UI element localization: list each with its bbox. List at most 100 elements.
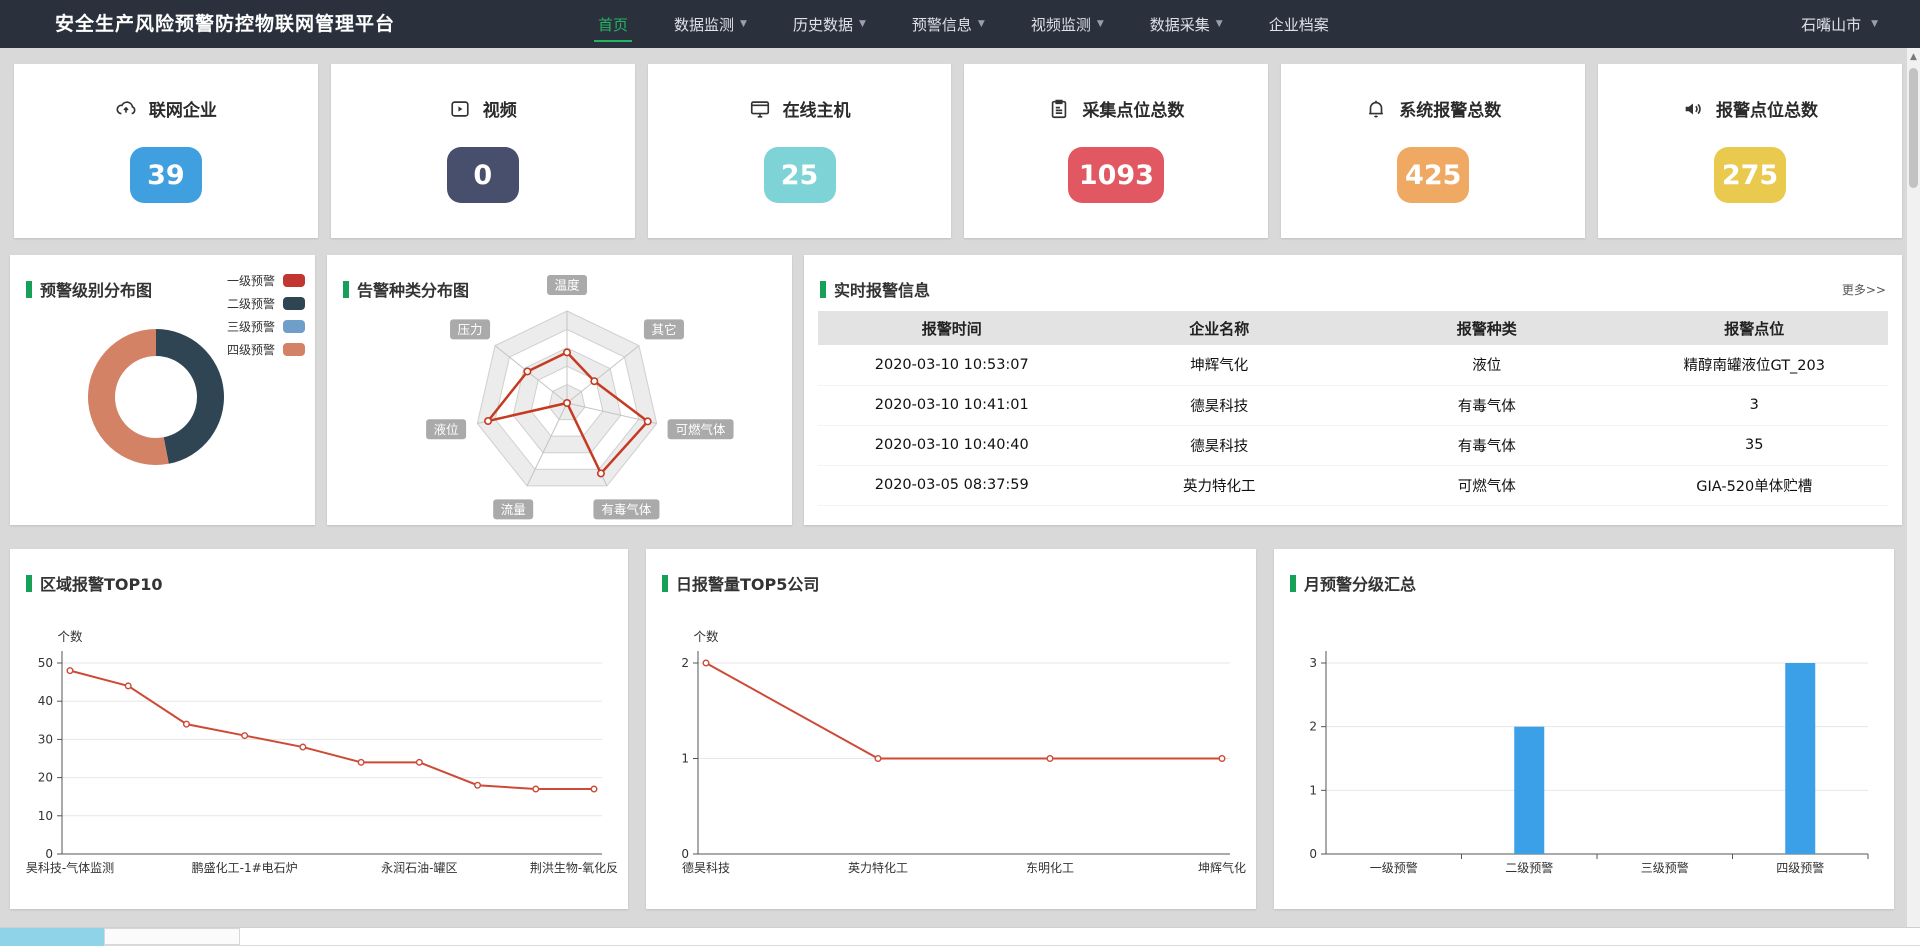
table-header: 报警时间企业名称报警种类报警点位 <box>818 311 1888 345</box>
table-cell: 德昊科技 <box>1086 385 1354 425</box>
svg-text:坤辉气化: 坤辉气化 <box>1198 860 1246 875</box>
card-label: 报警点位总数 <box>1716 96 1818 121</box>
svg-text:0: 0 <box>1309 847 1317 861</box>
menu-item-企业档案[interactable]: 企业档案 <box>1269 0 1329 48</box>
table-cell: 2020-03-05 08:37:59 <box>818 465 1086 505</box>
card-label: 采集点位总数 <box>1082 96 1184 121</box>
card-system-alarms-total: 系统报警总数 425 <box>1281 64 1585 238</box>
monthly-warning-level-bar-chart[interactable]: 0123一级预警二级预警三级预警四级预警 <box>1274 549 1894 909</box>
daily-alarm-top5-line-chart[interactable]: 012个数德昊科技英力特化工东明化工坤辉气化 <box>646 549 1256 909</box>
panel-title-text: 告警种类分布图 <box>357 277 469 301</box>
panel-title-text: 区域报警TOP10 <box>40 571 163 595</box>
table-cell: 液位 <box>1353 345 1621 385</box>
card-alarm-points-total: 报警点位总数 275 <box>1598 64 1902 238</box>
svg-text:个数: 个数 <box>693 629 719 644</box>
menu-item-label: 企业档案 <box>1269 14 1329 35</box>
menu-item-label: 预警信息 <box>912 14 972 35</box>
svg-text:永润石油-罐区: 永润石油-罐区 <box>381 861 457 875</box>
table-header-cell: 企业名称 <box>1086 311 1354 345</box>
chevron-down-icon: ▼ <box>859 19 866 29</box>
region-selector[interactable]: 石嘴山市 ▼ <box>1801 0 1878 48</box>
chevron-down-icon: ▼ <box>1216 19 1223 29</box>
svg-text:温度: 温度 <box>554 278 580 293</box>
svg-text:一级预警: 一级预警 <box>1370 860 1418 875</box>
svg-text:流量: 流量 <box>501 502 526 517</box>
svg-text:1: 1 <box>1309 783 1317 797</box>
menu-item-数据采集[interactable]: 数据采集 ▼ <box>1150 0 1223 48</box>
menu-item-预警信息[interactable]: 预警信息 ▼ <box>912 0 985 48</box>
svg-text:3: 3 <box>1309 656 1317 670</box>
card-label: 在线主机 <box>783 96 851 121</box>
top-nav-bar: 安全生产风险预警防控物联网管理平台 首页数据监测▼历史数据▼预警信息▼视频监测▼… <box>0 0 1920 48</box>
panel-title: 告警种类分布图 <box>343 277 469 301</box>
card-value-badge: 425 <box>1397 147 1469 203</box>
speaker-icon <box>1682 98 1704 120</box>
scroll-up-icon[interactable]: ▲ <box>1907 48 1920 64</box>
table-cell: 德昊科技 <box>1086 425 1354 465</box>
table-cell: 有毒气体 <box>1353 425 1621 465</box>
svg-text:昊科技-气体监测: 昊科技-气体监测 <box>26 860 114 875</box>
svg-text:英力特化工: 英力特化工 <box>848 860 908 875</box>
warning-level-donut-chart[interactable] <box>10 255 315 525</box>
scrollbar-left-segment[interactable] <box>0 928 104 946</box>
svg-text:个数: 个数 <box>57 629 83 644</box>
radar-axis-label: 温度 <box>547 275 587 295</box>
card-label: 联网企业 <box>149 96 217 121</box>
vertical-scrollbar[interactable]: ▲ <box>1907 48 1920 945</box>
scrollbar-thumb[interactable] <box>1909 68 1918 188</box>
table-cell: 3 <box>1621 385 1889 425</box>
menu-item-数据监测[interactable]: 数据监测 ▼ <box>674 0 747 48</box>
monitor-icon <box>749 98 771 120</box>
region-alarm-top10-line-chart[interactable]: 01020304050个数昊科技-气体监测鹏盛化工-1#电石炉永润石油-罐区荆洪… <box>10 549 628 909</box>
svg-text:压力: 压力 <box>458 322 483 337</box>
svg-text:40: 40 <box>38 694 53 708</box>
card-value-badge: 1093 <box>1068 147 1164 203</box>
card-label: 系统报警总数 <box>1399 96 1501 121</box>
chevron-down-icon: ▼ <box>740 19 747 29</box>
svg-text:液位: 液位 <box>434 422 459 437</box>
card-connected-enterprises: 联网企业 39 <box>14 64 318 238</box>
svg-text:鹏盛化工-1#电石炉: 鹏盛化工-1#电石炉 <box>192 860 298 875</box>
cloud-upload-icon <box>115 98 137 120</box>
svg-text:2: 2 <box>681 656 689 670</box>
menu-item-首页[interactable]: 首页 <box>598 0 628 48</box>
panel-alarm-type-distribution: 温度其它可燃气体有毒气体流量液位压力 告警种类分布图 <box>327 255 792 525</box>
card-value-badge: 39 <box>130 147 202 203</box>
clipboard-icon <box>1048 98 1070 120</box>
svg-text:20: 20 <box>38 771 53 785</box>
menu-item-label: 数据采集 <box>1150 14 1210 35</box>
panel-title: 日报警量TOP5公司 <box>662 571 819 595</box>
menu-item-历史数据[interactable]: 历史数据▼ <box>793 0 866 48</box>
menu-item-label: 数据监测 <box>674 14 734 35</box>
table-header-cell: 报警种类 <box>1353 311 1621 345</box>
app-title: 安全生产风险预警防控物联网管理平台 <box>55 0 395 48</box>
panel-realtime-alarm-info: 实时报警信息 更多>> 报警时间企业名称报警种类报警点位 2020-03-10 … <box>804 255 1902 525</box>
title-bar-icon <box>1290 575 1296 592</box>
radar-axis-label: 其它 <box>644 319 684 339</box>
svg-text:其它: 其它 <box>651 322 676 337</box>
table-header-cell: 报警点位 <box>1621 311 1889 345</box>
more-link[interactable]: 更多>> <box>1842 281 1886 298</box>
chevron-down-icon: ▼ <box>1871 19 1878 29</box>
title-bar-icon <box>343 281 349 298</box>
scrollbar-handle-segment[interactable] <box>104 928 240 945</box>
horizontal-scrollbar[interactable] <box>0 927 1920 945</box>
table-cell: 坤辉气化 <box>1086 345 1354 385</box>
chevron-down-icon: ▼ <box>1097 19 1104 29</box>
svg-text:二级预警: 二级预警 <box>1505 860 1553 875</box>
menu-item-label: 视频监测 <box>1031 14 1091 35</box>
menu-item-视频监测[interactable]: 视频监测 ▼ <box>1031 0 1104 48</box>
chevron-down-icon: ▼ <box>978 19 985 29</box>
card-collection-points-total: 采集点位总数 1093 <box>964 64 1268 238</box>
card-online-hosts: 在线主机 25 <box>648 64 952 238</box>
video-icon <box>449 98 471 120</box>
svg-text:四级预警: 四级预警 <box>1776 860 1824 875</box>
table-cell: 可燃气体 <box>1353 465 1621 505</box>
svg-text:东明化工: 东明化工 <box>1026 861 1074 875</box>
table-cell: 2020-03-10 10:53:07 <box>818 345 1086 385</box>
svg-text:0: 0 <box>681 847 689 861</box>
